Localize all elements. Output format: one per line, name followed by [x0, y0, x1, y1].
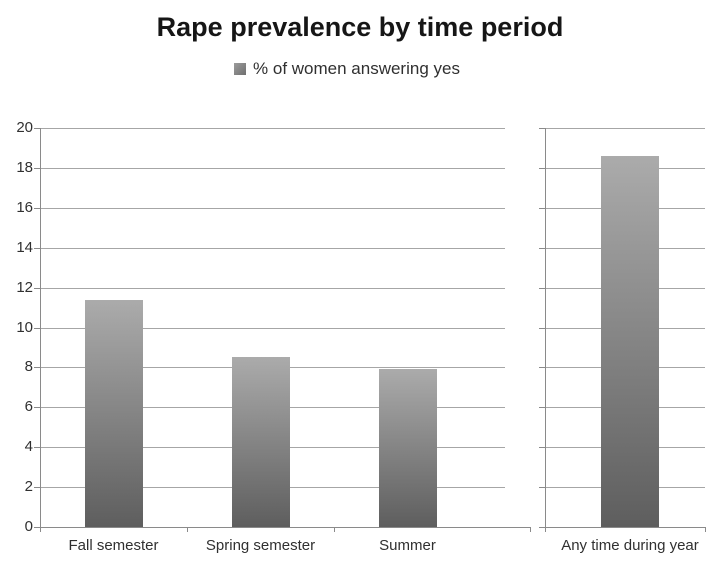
x-axis-line — [545, 527, 705, 528]
chart-title: Rape prevalence by time period — [156, 12, 564, 42]
y-tick — [34, 327, 40, 329]
y-tick — [34, 167, 40, 169]
y-tick — [539, 287, 545, 289]
gridline — [40, 287, 505, 289]
y-tick — [34, 207, 40, 209]
y-tick — [539, 167, 545, 169]
bar-fall-semester — [84, 299, 143, 527]
y-tick — [34, 407, 40, 409]
x-tick — [40, 527, 41, 532]
y-axis-line — [40, 128, 41, 528]
y-tick — [34, 447, 40, 449]
legend-swatch-icon — [234, 63, 247, 75]
y-axis-label: 4 — [24, 438, 33, 456]
y-tick — [34, 287, 40, 289]
y-axis-label: 10 — [16, 318, 33, 336]
x-tick — [705, 527, 706, 532]
y-axis-label: 20 — [16, 119, 33, 136]
y-tick — [539, 447, 545, 449]
y-tick — [539, 487, 545, 489]
y-tick — [34, 247, 40, 249]
y-axis-label: 14 — [16, 238, 33, 256]
bar-any-time-during-year — [601, 155, 659, 527]
bar-summer — [378, 369, 437, 527]
gridline — [545, 128, 705, 129]
y-tick — [539, 327, 545, 329]
gridline — [40, 247, 505, 249]
gridline — [40, 327, 505, 329]
y-tick — [539, 527, 545, 528]
y-tick — [34, 527, 40, 528]
gridline — [40, 207, 505, 209]
y-axis-label: 2 — [24, 478, 33, 496]
y-axis-label: 0 — [24, 518, 33, 535]
x-tick — [334, 527, 335, 532]
x-tick — [545, 527, 546, 532]
gridline — [40, 167, 505, 169]
category-label: Fall semester — [68, 537, 159, 554]
y-tick — [539, 407, 545, 409]
legend-label: % of women answering yes — [253, 59, 460, 78]
y-tick — [34, 128, 40, 129]
y-tick — [34, 487, 40, 489]
y-tick — [539, 207, 545, 209]
y-tick — [539, 247, 545, 249]
y-tick — [539, 367, 545, 369]
y-axis-label: 18 — [16, 158, 33, 176]
gridline — [40, 128, 505, 129]
y-axis-label: 12 — [16, 278, 33, 296]
y-axis-label: 6 — [24, 398, 33, 416]
category-label: Any time during year — [561, 537, 699, 554]
category-label: Spring semester — [205, 537, 316, 554]
y-axis-label: 8 — [24, 358, 33, 376]
y-axis-line — [545, 128, 546, 528]
y-axis-label: 16 — [16, 198, 33, 216]
y-tick — [539, 128, 545, 129]
bar-spring-semester — [231, 357, 290, 527]
y-tick — [34, 367, 40, 369]
category-label: Summer — [379, 537, 436, 554]
x-tick — [187, 527, 188, 532]
legend: % of women answering yes — [0, 59, 707, 79]
x-tick — [530, 527, 531, 532]
x-axis-line — [40, 527, 530, 528]
